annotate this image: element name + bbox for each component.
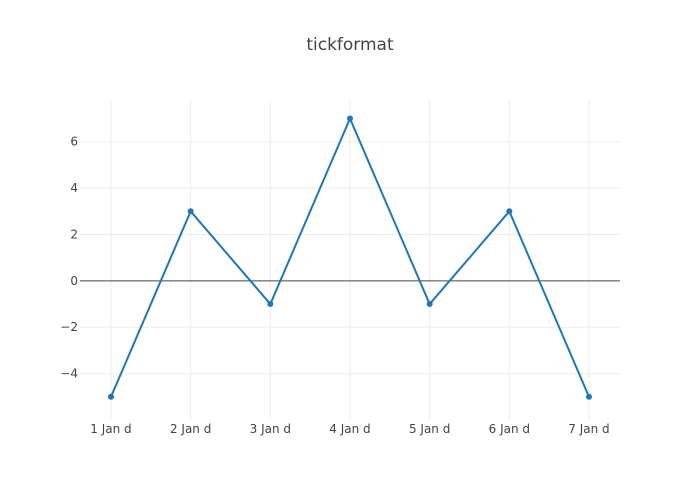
x-tick-label: 6 Jan d (489, 422, 530, 436)
grid (80, 100, 620, 420)
data-point (426, 301, 433, 308)
data-point (187, 208, 194, 215)
series-group (108, 115, 592, 400)
x-tick-label: 7 Jan d (568, 422, 609, 436)
data-point (108, 393, 114, 400)
x-tick-label: 4 Jan d (329, 422, 370, 436)
data-point (586, 393, 592, 400)
data-point (347, 115, 353, 122)
x-axis-ticks: 1 Jan d 2 Jan d 3 Jan d 4 Jan d 5 Jan d 6 Jan… (90, 422, 609, 436)
data-point (506, 208, 513, 215)
y-tick-label: 4 (70, 181, 78, 195)
y-tick-label: −4 (60, 367, 78, 381)
y-tick-label: 2 (70, 227, 78, 241)
x-tick-label: 3 Jan d (250, 422, 291, 436)
x-tick-label: 5 Jan d (409, 422, 450, 436)
y-tick-label: 6 (70, 135, 78, 149)
y-axis-ticks: −4 −2 0 2 4 6 (60, 135, 78, 381)
y-tick-label: −2 (60, 320, 78, 334)
x-tick-label: 1 Jan d (90, 422, 131, 436)
chart-title: tickformat (306, 35, 394, 55)
x-tick-label: 2 Jan d (170, 422, 211, 436)
data-point (267, 301, 274, 308)
y-tick-label: 0 (70, 274, 78, 288)
